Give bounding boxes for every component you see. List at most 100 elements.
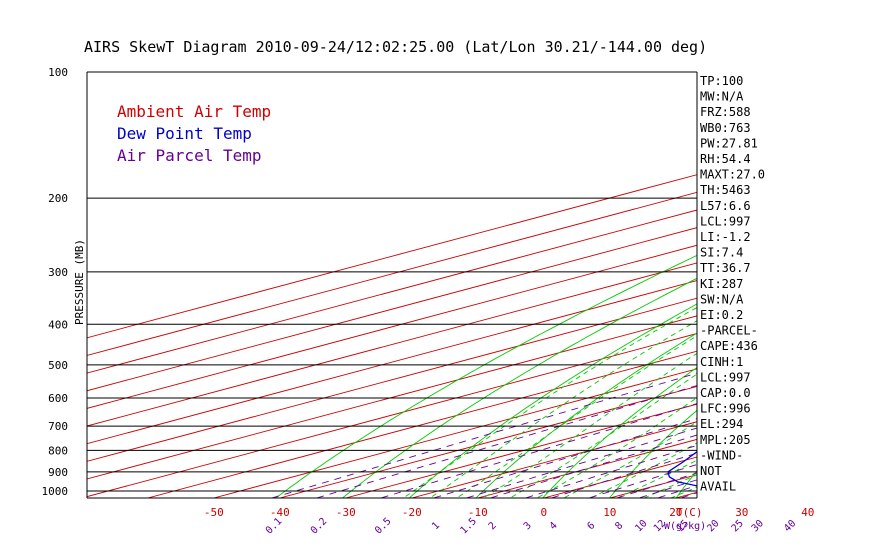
isotherm-line	[87, 174, 697, 339]
cape-hatch-mark	[838, 434, 847, 437]
moist-adiabat-line	[429, 320, 697, 498]
cape-hatch-mark	[778, 460, 793, 463]
isotherm-line	[411, 421, 697, 498]
mixing-ratio-line	[379, 403, 697, 498]
bottom-temp-tick-label: 0	[541, 506, 548, 519]
mixing-ratio-line	[637, 479, 697, 498]
isotherm-line	[87, 262, 697, 427]
legend-item-label: Dew Point Temp	[117, 124, 252, 143]
cape-hatch-mark	[828, 439, 837, 442]
mixing-ratio-unit-label: W(g/kg)	[664, 521, 706, 532]
cape-hatch-mark	[739, 478, 754, 481]
index-value-text: WB0:763	[700, 121, 751, 135]
cape-hatch-mark	[744, 475, 760, 478]
chart-title: AIRS SkewT Diagram 2010-09-24/12:02:25.0…	[84, 38, 707, 56]
moist-adiabat-line	[402, 306, 697, 498]
bottom-temp-tick-label: -40	[270, 506, 290, 519]
cape-hatch-mark	[742, 476, 758, 479]
dry-adiabat-line	[274, 254, 697, 498]
y-axis-label: PRESSURE (MB)	[73, 239, 86, 325]
index-value-text: KI:287	[700, 277, 743, 291]
cape-hatch-mark	[853, 427, 862, 430]
cape-hatch-mark	[814, 445, 825, 448]
isotherm-line	[87, 244, 697, 409]
mixing-ratio-tick-label: 0.2	[309, 516, 330, 537]
cape-hatch-mark	[820, 443, 830, 446]
axes: -120-110-100-90-80-70-60-50-40-50-40-30-…	[42, 66, 815, 537]
index-value-text: NOT	[700, 464, 722, 478]
mixing-ratio-tick-label: 0.5	[373, 516, 394, 537]
bottom-temp-tick-label: -30	[336, 506, 356, 519]
cape-hatch-mark	[806, 449, 818, 452]
dry-adiabat-line	[808, 72, 870, 502]
isotherm-line	[808, 72, 870, 498]
temp-unit-label: T(C)	[676, 506, 703, 519]
mixing-ratio-line	[587, 464, 697, 498]
mixing-ratio-tick-label: 3	[522, 520, 534, 532]
bottom-temp-tick-label: 10	[603, 506, 616, 519]
cape-hatch-mark	[755, 469, 773, 472]
mixing-ratio-tick-label: 40	[782, 518, 798, 534]
pressure-tick-label: 100	[48, 66, 68, 79]
cape-hatch-mark	[786, 456, 800, 459]
moist-adiabat-line	[482, 352, 697, 498]
cape-hatch-mark	[848, 429, 857, 432]
bottom-temp-tick-label: -50	[204, 506, 224, 519]
index-value-text: LCL:997	[700, 214, 751, 228]
index-value-text: LCL:997	[700, 370, 751, 384]
cape-hatch-mark	[781, 458, 796, 461]
cape-hatch-mark	[757, 468, 775, 471]
cape-hatch-mark	[741, 477, 757, 480]
moist-adiabat-line	[794, 179, 870, 502]
index-value-text: L57:6.6	[700, 199, 751, 213]
bottom-temp-tick-label: 40	[801, 506, 814, 519]
mixing-ratio-line	[777, 324, 870, 501]
pressure-tick-label: 500	[48, 359, 68, 372]
cape-hatch-mark	[836, 436, 845, 439]
cape-hatch-mark	[751, 471, 769, 474]
cape-hatch-mark	[843, 432, 852, 435]
isotherm-line	[345, 403, 697, 498]
cape-hatch-mark	[831, 438, 840, 441]
mixing-ratio-line	[488, 434, 697, 498]
mixing-ratio-line	[744, 324, 870, 501]
cape-hatch-mark	[817, 444, 828, 447]
isotherm-line	[147, 350, 697, 498]
moist-adiabat-line	[509, 373, 697, 498]
series-layer	[667, 419, 870, 487]
cape-hatch-mark	[792, 454, 806, 457]
isotherm-line	[87, 227, 697, 392]
legend-item-label: Air Parcel Temp	[117, 146, 262, 165]
mixing-ratio-tick-label: 4	[548, 520, 560, 532]
index-value-text: -WIND-	[700, 448, 743, 462]
pressure-tick-label: 400	[48, 318, 68, 331]
cape-hatch-mark	[845, 431, 854, 434]
index-value-text: MPL:205	[700, 433, 751, 447]
moist-adiabat-line	[742, 179, 870, 502]
cape-hatch-mark	[789, 455, 803, 458]
moist-adiabat-line	[669, 486, 697, 498]
index-value-text: MW:N/A	[700, 90, 744, 104]
cape-hatch-mark	[773, 462, 789, 465]
index-value-text: TH:5463	[700, 183, 751, 197]
index-value-text: AVAIL	[700, 480, 736, 494]
isotherm-line	[279, 385, 697, 498]
cape-hatch-mark	[866, 419, 870, 422]
bottom-temp-tick-label: 20	[669, 506, 682, 519]
cape-hatch-mark	[775, 461, 791, 464]
index-value-text: MAXT:27.0	[700, 168, 765, 182]
grid-layer	[87, 72, 870, 502]
isotherm-line	[87, 280, 697, 445]
cape-hatch-mark	[800, 451, 813, 454]
index-value-text: RH:54.4	[700, 152, 751, 166]
cape-hatch-mark	[746, 474, 763, 477]
cape-hatch-mark	[864, 420, 870, 423]
isotherm-line	[742, 72, 870, 498]
mixing-ratio-tick-label: 8	[613, 520, 625, 532]
pressure-tick-label: 800	[48, 444, 68, 457]
cape-hatch-mark	[738, 479, 753, 482]
index-value-text: EL:294	[700, 417, 743, 431]
index-value-text: PW:27.81	[700, 136, 758, 150]
mixing-ratio-line	[432, 418, 697, 498]
